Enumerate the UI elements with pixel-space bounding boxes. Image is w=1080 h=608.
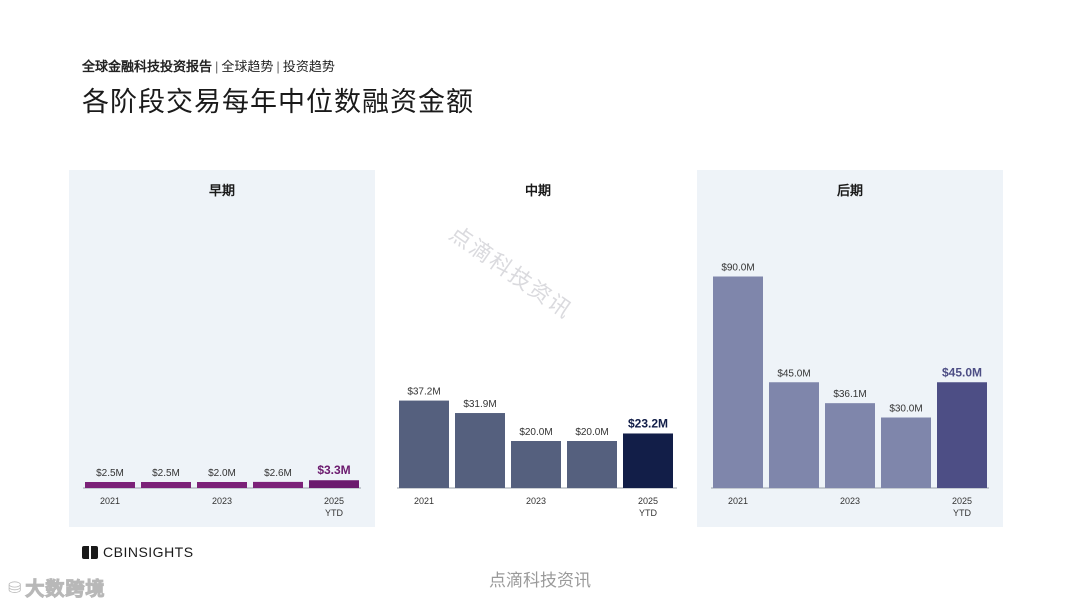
data-label: $2.5M [96, 468, 124, 479]
data-label: $3.3M [317, 463, 350, 477]
x-tick-label: YTD [953, 508, 972, 518]
data-label: $23.2M [628, 416, 668, 430]
data-label: $20.0M [575, 427, 608, 438]
corner-watermark-text: 大数跨境 [25, 579, 106, 601]
bar [309, 480, 359, 488]
late-stage-bar-chart: $90.0M 2021 $45.0M $36.1M 2023 $30.0M $45.0M 20… [711, 263, 989, 518]
data-label: $36.1M [833, 389, 866, 400]
data-label: $45.0M [942, 365, 982, 379]
bar [141, 482, 191, 488]
bar [253, 481, 303, 488]
bar [85, 482, 135, 488]
x-tick-label: 2025 [324, 496, 344, 506]
x-tick-label: 2021 [728, 496, 748, 506]
bar [937, 382, 987, 488]
early-stage-chart-panel: 早期 $2.5M 2021 $2.5M $2.0M 2023 $2.6M $3.3M 2025… [69, 170, 375, 527]
coins-icon: ⛁ [8, 579, 22, 597]
x-tick-label: 2023 [840, 496, 860, 506]
data-label: $2.0M [208, 468, 236, 479]
data-label: $90.0M [721, 263, 754, 274]
bar [567, 441, 617, 488]
breadcrumb-investment-trends: 投资趋势 [282, 59, 335, 74]
chart-title: 早期 [208, 183, 235, 198]
cbinsights-logo-icon [82, 545, 98, 559]
bar [881, 417, 931, 488]
data-label: $2.5M [152, 468, 180, 479]
x-tick-label: 2021 [100, 496, 120, 506]
x-tick-label: 2025 [638, 496, 658, 506]
early-stage-bar-chart: $2.5M 2021 $2.5M $2.0M 2023 $2.6M $3.3M 2025 YTD [83, 463, 361, 518]
data-label: $30.0M [889, 404, 922, 415]
cbinsights-logo: CBINSIGHTS [82, 544, 194, 560]
bar [713, 276, 763, 488]
data-label: $45.0M [777, 368, 810, 379]
bar [197, 482, 247, 488]
x-tick-label: 2025 [952, 496, 972, 506]
x-tick-label: 2023 [212, 496, 232, 506]
data-label: $37.2M [407, 387, 440, 398]
bar [769, 382, 819, 488]
x-tick-label: YTD [639, 508, 658, 518]
x-tick-label: 2023 [526, 496, 546, 506]
data-label: $2.6M [264, 468, 292, 479]
chart-title: 后期 [836, 183, 863, 198]
data-label: $20.0M [519, 427, 552, 438]
page-title: 各阶段交易每年中位数融资金额 [82, 87, 474, 117]
data-label: $31.9M [463, 399, 496, 410]
breadcrumb-global-trends: 全球趋势 [221, 59, 274, 74]
bottom-watermark: 点滴科技资讯 [489, 571, 591, 591]
bar [455, 413, 505, 488]
x-tick-label: YTD [325, 508, 344, 518]
late-stage-chart-panel: 后期 $90.0M 2021 $45.0M $36.1M 2023 $30.0M $45.0… [697, 170, 1003, 527]
report-name: 全球金融科技投资报告 [82, 59, 213, 74]
mid-stage-chart-panel: 中期 $37.2M 2021 $31.9M $20.0M 2023 $20.0M $23.2… [389, 170, 687, 527]
logo-text: CBINSIGHTS [103, 544, 194, 560]
bar [623, 433, 673, 488]
chart-title: 中期 [524, 183, 551, 198]
report-breadcrumb: 全球金融科技投资报告 | 全球趋势 | 投资趋势 [82, 59, 335, 74]
bar [399, 400, 449, 488]
mid-stage-bar-chart: $37.2M 2021 $31.9M $20.0M 2023 $20.0M $23.2M 20… [397, 387, 677, 518]
corner-watermark: ⛁ 大数跨境 [8, 574, 105, 601]
x-tick-label: 2021 [414, 496, 434, 506]
bar [825, 403, 875, 488]
bar [511, 441, 561, 488]
